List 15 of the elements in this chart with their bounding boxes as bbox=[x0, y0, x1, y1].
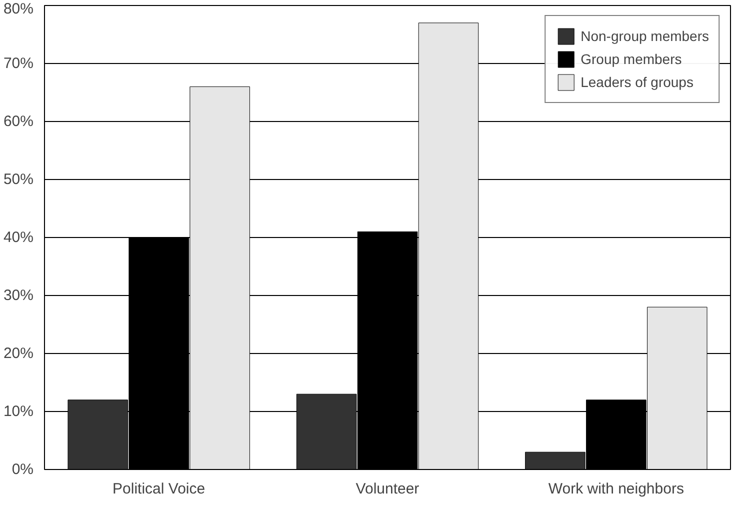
y-tick-label: 70% bbox=[3, 55, 34, 72]
y-tick-label: 80% bbox=[3, 0, 34, 18]
legend-label: Non-group members bbox=[580, 28, 709, 44]
x-tick-label: Volunteer bbox=[356, 480, 420, 498]
x-tick-label: Political Voice bbox=[112, 480, 206, 498]
x-tick-label: Work with neighbors bbox=[548, 480, 684, 498]
y-tick-label: 20% bbox=[3, 345, 34, 362]
y-tick-label: 60% bbox=[3, 113, 34, 130]
y-tick-label: 50% bbox=[3, 171, 34, 188]
y-tick-label: 40% bbox=[3, 229, 34, 246]
legend-label: Group members bbox=[580, 51, 682, 67]
y-tick-label: 0% bbox=[12, 461, 34, 478]
y-tick-label: 10% bbox=[3, 403, 34, 420]
y-tick-label: 30% bbox=[3, 287, 34, 304]
legend-label: Leaders of groups bbox=[580, 74, 694, 90]
